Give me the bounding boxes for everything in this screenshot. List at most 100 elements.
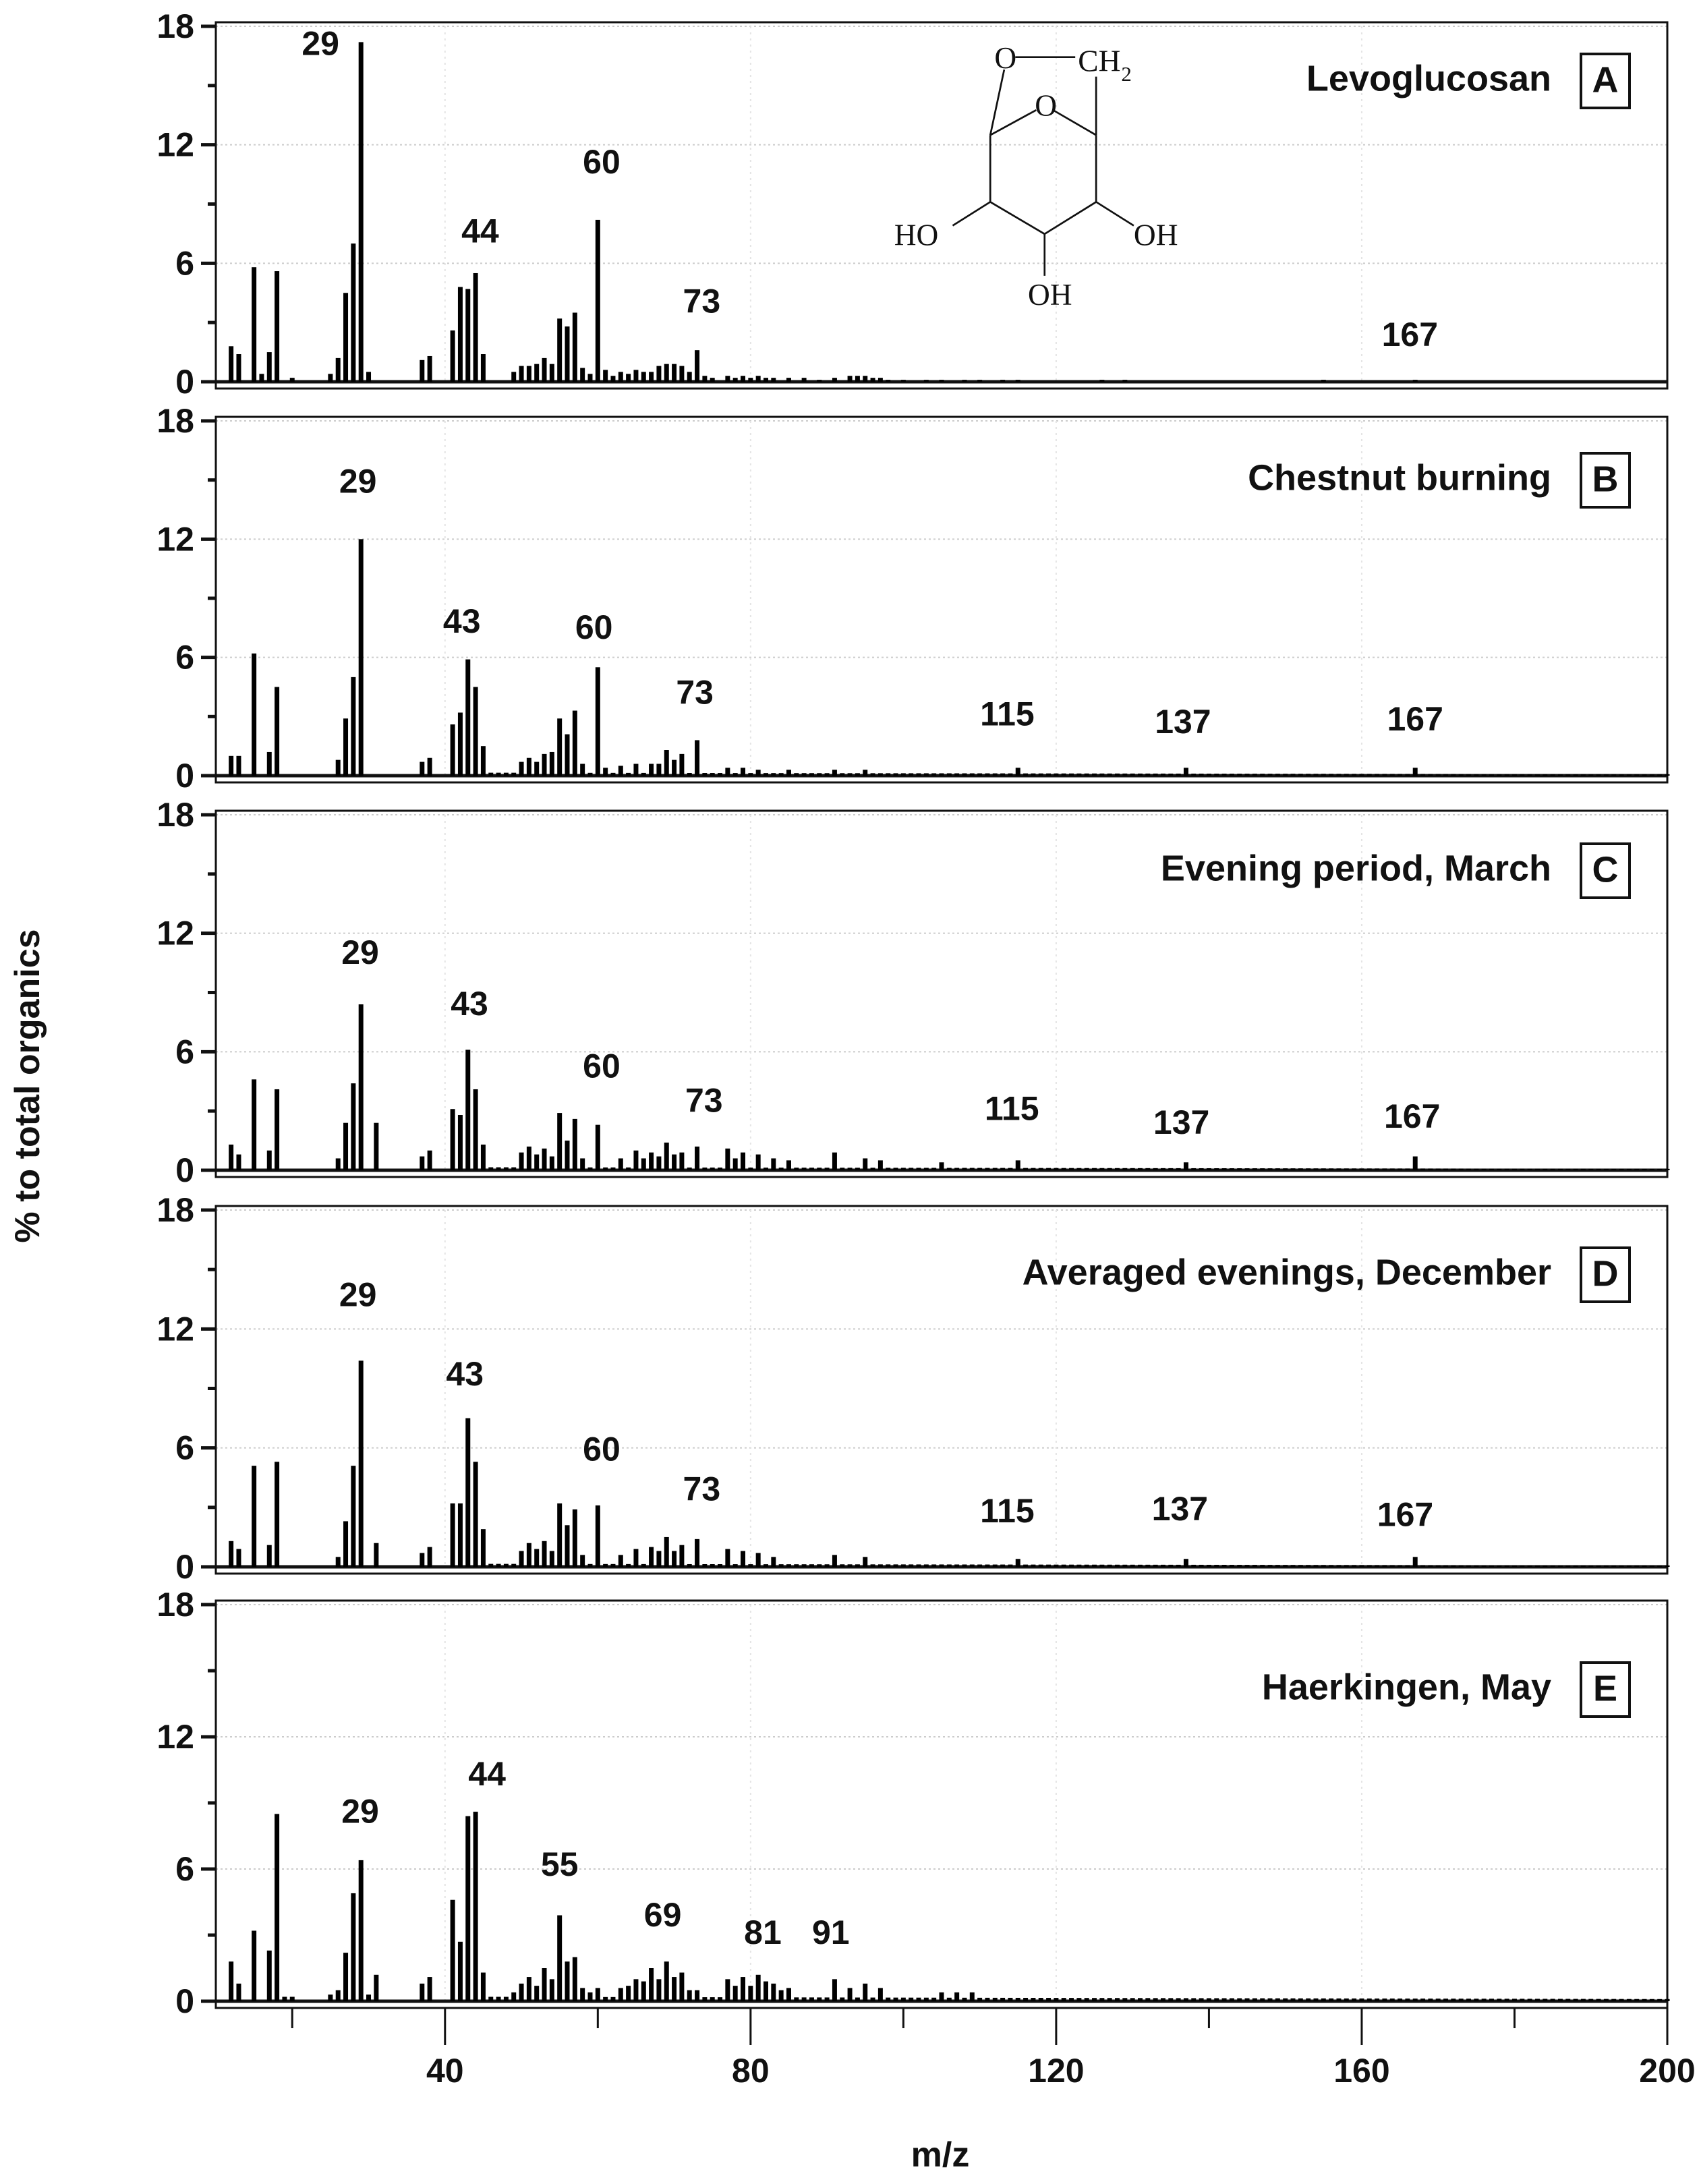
peak-label: 60 [583, 1047, 621, 1085]
bar [1061, 1168, 1066, 1170]
bar-mz-13 [236, 1549, 241, 1567]
bar [1428, 1565, 1433, 1567]
bar [1550, 774, 1555, 776]
bar [916, 773, 921, 776]
bar-mz-29 [358, 539, 364, 776]
bar-mz-100 [900, 380, 906, 382]
bar [1283, 1565, 1288, 1567]
bar [939, 1564, 944, 1567]
peak-label: 73 [683, 283, 721, 320]
bar [1398, 774, 1403, 776]
bar [1451, 1565, 1456, 1567]
bar [1420, 1168, 1426, 1170]
bar [1321, 1168, 1326, 1170]
bar [893, 1168, 898, 1170]
bar-mz-67 [649, 764, 654, 776]
bar [1145, 1564, 1151, 1567]
bar-mz-63 [618, 1555, 623, 1567]
bar [1298, 1168, 1303, 1170]
bar [1099, 773, 1105, 776]
bar [840, 1168, 845, 1170]
bar-mz-27 [343, 293, 349, 382]
bar [511, 1167, 517, 1170]
bar [909, 773, 914, 776]
panel-title: Levoglucosan [1306, 58, 1551, 98]
bar [1267, 1168, 1273, 1170]
bar [1497, 1565, 1502, 1567]
y-tick-label: 18 [156, 7, 194, 45]
bar-mz-137 [1183, 1559, 1188, 1567]
peak-label: 115 [985, 1089, 1039, 1127]
bar [1237, 774, 1242, 776]
bar-mz-79 [741, 1551, 746, 1567]
bar [1000, 1564, 1006, 1567]
bar [1504, 1168, 1509, 1170]
bar-mz-41 [450, 1503, 455, 1567]
x-tick-label: 120 [1028, 2052, 1084, 2090]
bar [1061, 1998, 1066, 2001]
bar-mz-82 [763, 378, 768, 382]
bar [1107, 1168, 1112, 1170]
bar-mz-97 [877, 1160, 883, 1170]
bar-mz-71 [679, 1152, 685, 1170]
bar [1023, 1564, 1029, 1567]
bar-mz-50 [519, 1983, 524, 2001]
bar [794, 773, 799, 776]
bar [687, 772, 692, 776]
bar [1244, 1998, 1250, 2001]
bar-mz-43 [465, 659, 471, 776]
bar [710, 1564, 715, 1567]
bar-mz-12 [229, 346, 234, 382]
y-tick-label: 0 [175, 1151, 194, 1189]
bar-mz-26 [335, 1158, 341, 1170]
bar [1565, 1565, 1571, 1567]
bar [1206, 1564, 1211, 1567]
bar [855, 1997, 860, 2001]
bar-mz-15 [252, 1079, 257, 1170]
bar [1329, 774, 1334, 776]
bar-mz-41 [450, 724, 455, 776]
bar [817, 1564, 822, 1567]
bar [1520, 774, 1525, 776]
bar-mz-15 [252, 1930, 257, 2001]
bridge-o-label: O [994, 41, 1016, 75]
bar-mz-137 [1183, 768, 1188, 776]
bar-mz-167 [1412, 768, 1418, 776]
peak-label: 29 [301, 24, 339, 62]
bar-mz-83 [771, 1158, 776, 1170]
bar-mz-95 [863, 1557, 868, 1567]
bar [1557, 1168, 1563, 1170]
bar [1435, 1565, 1441, 1567]
peak-label: 55 [541, 1845, 579, 1883]
bar-mz-79 [741, 768, 746, 776]
bar-mz-93 [847, 1988, 853, 2001]
bar [1160, 1564, 1165, 1567]
bar [603, 1563, 608, 1567]
bar [1359, 1168, 1364, 1170]
bar [1443, 774, 1449, 776]
bar [931, 1997, 937, 2001]
bar [1229, 1168, 1234, 1170]
bar [1626, 1565, 1632, 1567]
bar-mz-66 [641, 1158, 646, 1170]
bar-mz-69 [664, 1961, 669, 2001]
bar-mz-26 [335, 759, 341, 776]
bar [1520, 1168, 1525, 1170]
bar [1565, 1999, 1571, 2001]
y-tick-label: 12 [156, 1718, 194, 1756]
y-tick-label: 6 [175, 244, 194, 282]
bar [1206, 1168, 1211, 1170]
bar-mz-94 [855, 376, 860, 382]
bar [1497, 1999, 1502, 2001]
bar-mz-45 [480, 354, 486, 382]
bar [1199, 1998, 1204, 2001]
bar [877, 1564, 883, 1567]
bar-mz-25 [328, 374, 333, 382]
bar [1642, 774, 1647, 776]
bar [1398, 1565, 1403, 1567]
y-tick-label: 6 [175, 1850, 194, 1888]
bar-mz-43 [465, 1418, 471, 1567]
bar-mz-67 [649, 1547, 654, 1567]
ring-o-label: O [1035, 88, 1057, 122]
bar [992, 773, 998, 776]
